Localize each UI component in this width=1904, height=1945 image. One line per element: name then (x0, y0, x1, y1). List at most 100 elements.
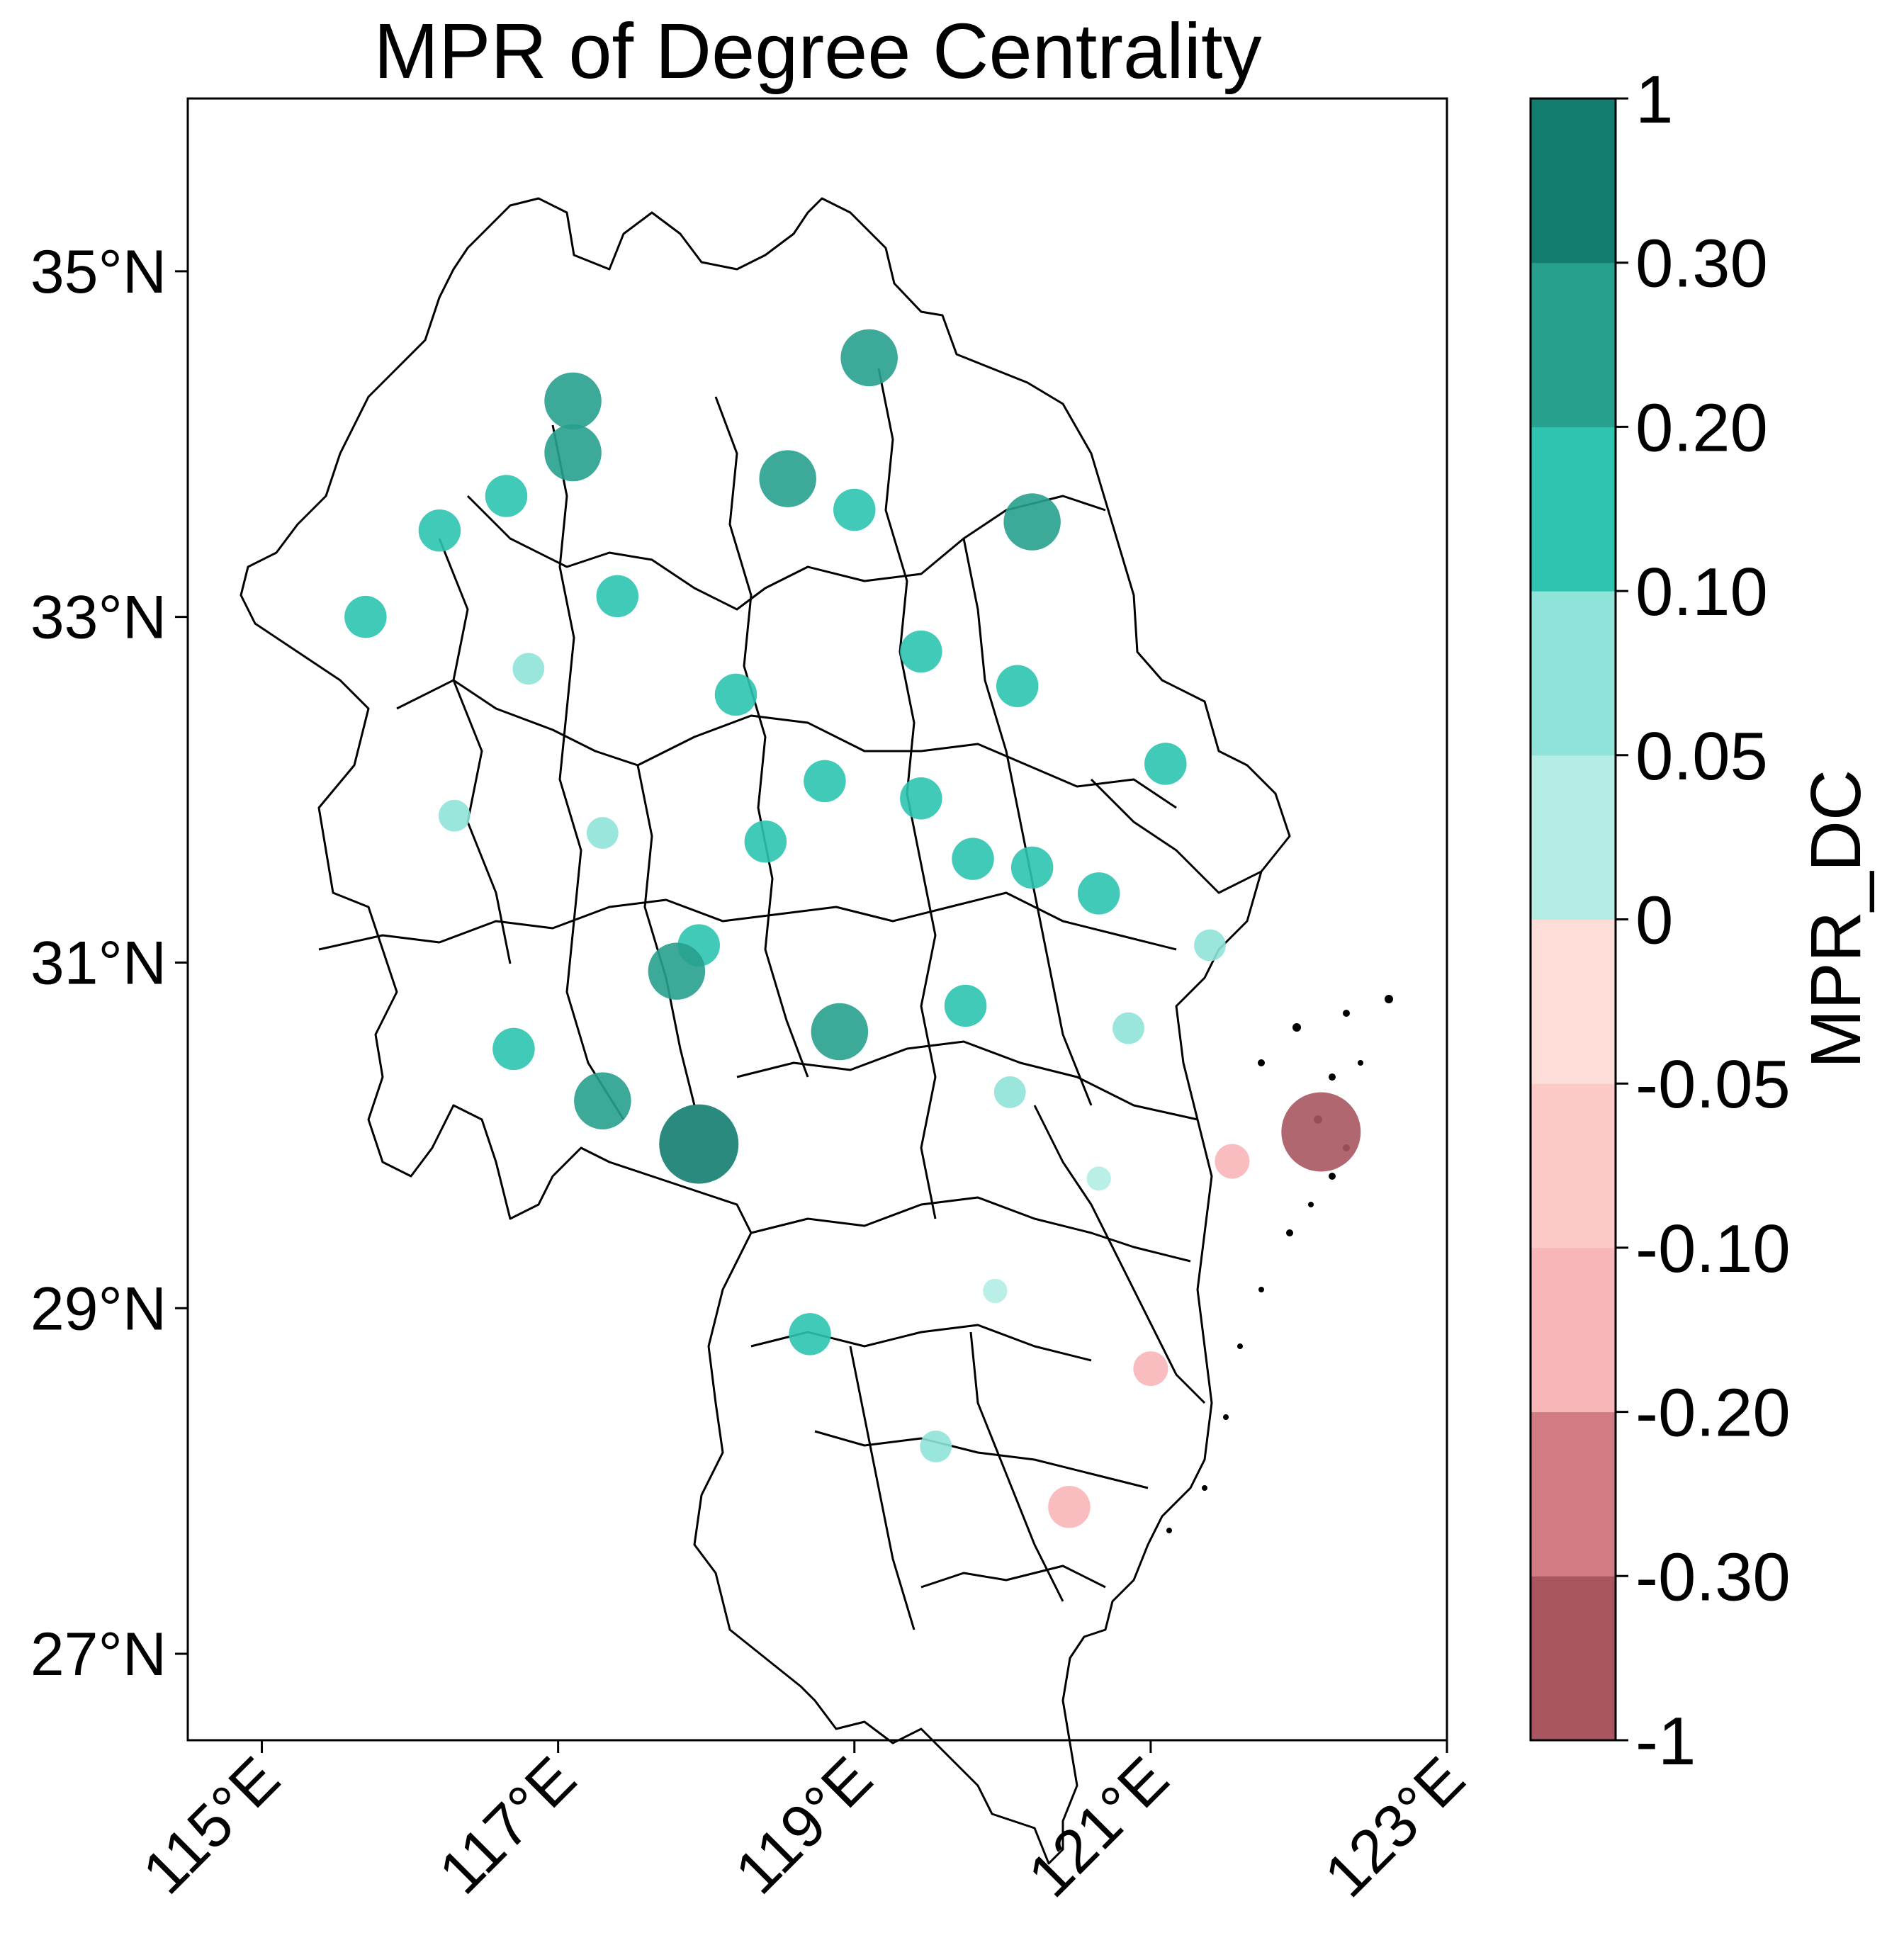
data-point (574, 1072, 631, 1129)
region-boundary (1033, 1105, 1206, 1404)
data-point (1281, 1092, 1361, 1172)
colorbar-segment (1531, 98, 1616, 264)
data-point (920, 1430, 952, 1462)
island (1358, 1060, 1363, 1066)
island (1202, 1485, 1207, 1491)
data-point (789, 1313, 831, 1355)
colorbar-segment (1531, 1083, 1616, 1248)
island (1385, 995, 1393, 1003)
data-point (714, 673, 757, 716)
island (1166, 1528, 1172, 1533)
colorbar-segment (1531, 1576, 1616, 1741)
data-point (596, 575, 639, 618)
data-point (833, 488, 876, 531)
data-point (1215, 1144, 1250, 1179)
y-tick-label: 31°N (30, 929, 167, 997)
data-point (900, 777, 942, 820)
island (1286, 1229, 1293, 1236)
colorbar-tick-label: 0.05 (1635, 718, 1768, 794)
data-point (438, 799, 471, 832)
region-boundary (438, 538, 512, 964)
island (1329, 1173, 1336, 1180)
data-point (996, 665, 1039, 707)
region-boundary (750, 1196, 1191, 1263)
region-boundary (396, 679, 1177, 809)
map-frame (186, 97, 1448, 1742)
island (1343, 1010, 1350, 1017)
data-point (983, 1278, 1008, 1304)
data-point (804, 760, 846, 803)
island (1223, 1414, 1229, 1420)
island (1308, 1202, 1314, 1207)
colorbar: -1 -0.30 -0.20 -0.10 -0.05 0 0.05 0.10 0.20 0.30 1 (1529, 62, 1791, 1779)
data-point (1112, 1012, 1144, 1044)
data-point (1003, 493, 1061, 551)
island (1292, 1023, 1301, 1032)
data-point (1077, 872, 1120, 915)
colorbar-tick-label: -0.05 (1635, 1047, 1791, 1122)
data-point (418, 509, 461, 552)
colorbar-tick-label: 0.30 (1635, 226, 1768, 302)
data-point (492, 1027, 535, 1071)
data-point (1086, 1166, 1111, 1191)
data-point (1048, 1485, 1091, 1528)
colorbar-label: MPR_DC (1796, 769, 1876, 1069)
colorbar-segment (1531, 1247, 1616, 1413)
colorbar-tick-label: -0.10 (1635, 1211, 1791, 1287)
colorbar-segment (1531, 591, 1616, 756)
colorbar-tick-label: -1 (1635, 1703, 1696, 1779)
region-boundary (920, 1565, 1106, 1589)
data-point (1010, 846, 1054, 889)
data-point (840, 329, 898, 387)
colorbar-segment (1531, 755, 1616, 920)
region-boundary (814, 1430, 1149, 1489)
data-point (759, 450, 816, 507)
y-tick-label: 27°N (30, 1620, 167, 1689)
region-boundary (636, 765, 696, 1106)
colorbar-segment (1531, 919, 1616, 1084)
data-point (586, 817, 619, 849)
region-boundary (736, 1040, 1198, 1121)
map-title: MPR of Degree Centrality (373, 8, 1261, 95)
data-point (344, 595, 387, 638)
region-boundary (962, 538, 1093, 1106)
island (1237, 1343, 1243, 1349)
y-tick-label: 35°N (30, 238, 167, 306)
data-point (993, 1076, 1026, 1108)
island (1258, 1059, 1265, 1066)
region-boundary (714, 396, 809, 1078)
colorbar-tick-label: -0.30 (1635, 1539, 1791, 1615)
region-boundary (1090, 778, 1262, 894)
data-point (744, 820, 787, 863)
colorbar-segment (1531, 262, 1616, 427)
data-point (485, 475, 528, 517)
y-tick-label: 33°N (30, 584, 167, 652)
data-points (344, 329, 1361, 1528)
y-axis-ticks: 27°N 29°N 31°N 33°N 35°N (30, 238, 188, 1689)
colorbar-tick-label: 0.10 (1635, 554, 1768, 630)
region-boundary (969, 1331, 1064, 1602)
data-point (1133, 1351, 1168, 1387)
data-point (1144, 743, 1187, 785)
colorbar-tick-label: 0 (1635, 883, 1673, 959)
colorbar-segment (1531, 427, 1616, 592)
region-boundary (849, 1346, 916, 1630)
island (1258, 1287, 1264, 1292)
data-point (944, 984, 987, 1027)
colorbar-tick-label: -0.20 (1635, 1375, 1791, 1451)
data-point (811, 1003, 869, 1061)
region-boundary (318, 891, 1177, 951)
data-point (544, 424, 602, 482)
region-boundaries (240, 197, 1291, 1865)
y-tick-label: 29°N (30, 1275, 167, 1343)
data-point (659, 1104, 739, 1184)
data-point (1194, 929, 1226, 962)
data-point (544, 372, 602, 430)
data-point (900, 630, 942, 673)
colorbar-tick-label: 0.20 (1635, 390, 1768, 466)
data-point (952, 838, 994, 880)
data-point (512, 653, 545, 685)
data-point (648, 942, 706, 1000)
